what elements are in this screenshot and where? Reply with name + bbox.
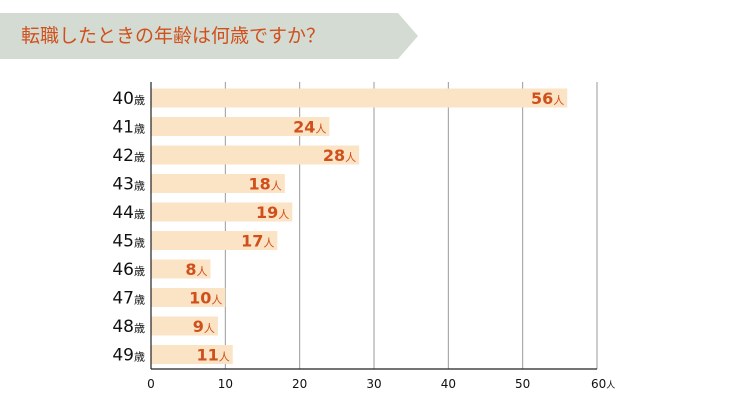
data-label: 10人 (189, 289, 222, 308)
data-label: 28人 (323, 146, 356, 165)
chart-title: 転職したときの年齢は何歳ですか？ (21, 25, 326, 47)
x-tick-label: 60人 (591, 377, 615, 391)
category-label: 41歳 (112, 118, 145, 138)
bar (151, 145, 360, 165)
category-label: 42歳 (112, 146, 145, 166)
category-label: 48歳 (112, 317, 145, 337)
data-label: 17人 (241, 232, 274, 251)
category-label: 49歳 (112, 346, 145, 366)
data-label: 56人 (531, 89, 564, 108)
category-label: 44歳 (112, 203, 145, 223)
x-tick-label: 0 (147, 377, 155, 391)
x-tick-label: 40 (441, 377, 456, 391)
x-tick-label: 50 (515, 377, 530, 391)
bar (151, 345, 233, 364)
x-tick-label: 10 (218, 377, 233, 391)
bar (151, 288, 226, 307)
x-tick-label: 20 (292, 377, 307, 391)
data-label: 11人 (197, 346, 230, 365)
title-banner: 転職したときの年齢は何歳ですか？ (0, 13, 418, 59)
bar (151, 259, 211, 279)
bar (151, 88, 568, 108)
data-label: 18人 (249, 175, 282, 194)
data-label: 24人 (293, 118, 326, 137)
data-label: 9人 (193, 317, 215, 336)
category-label: 40歳 (112, 89, 145, 109)
category-label: 43歳 (112, 175, 145, 195)
bar (151, 202, 293, 222)
data-label: 8人 (185, 260, 207, 279)
category-label: 47歳 (112, 289, 145, 309)
category-label: 45歳 (112, 232, 145, 252)
category-label: 46歳 (112, 260, 145, 280)
x-tick-label: 30 (366, 377, 381, 391)
data-label: 19人 (256, 203, 289, 222)
bar (151, 316, 218, 336)
bar (151, 117, 330, 136)
bar (151, 174, 285, 193)
bar (151, 231, 278, 250)
